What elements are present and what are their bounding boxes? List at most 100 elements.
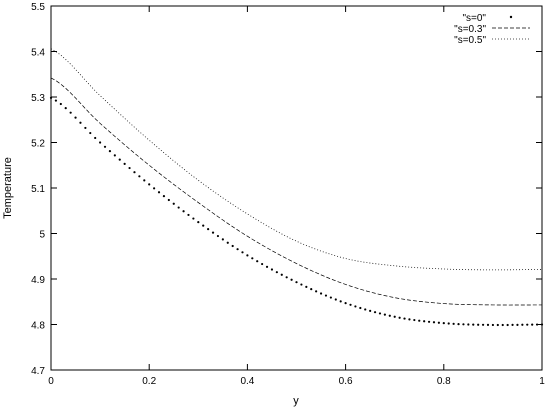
y-tick-label: 4.9: [31, 275, 45, 286]
series-point: [236, 248, 239, 251]
series-point: [393, 315, 396, 318]
series-point: [388, 314, 391, 317]
series-point: [329, 296, 332, 299]
x-tick-label: 1: [539, 376, 545, 387]
series-point: [64, 107, 67, 110]
series-point: [496, 323, 499, 327]
series-point: [49, 96, 53, 100]
y-tick-label: 5.2: [31, 139, 45, 150]
series-point: [162, 195, 166, 198]
y-tick-label: 5: [39, 230, 45, 241]
series-point: [79, 121, 82, 124]
series-point: [511, 323, 514, 327]
legend-label: "s=0.3": [454, 24, 486, 35]
legend-label: "s=0.5": [454, 35, 486, 46]
series-point: [74, 116, 77, 119]
legend: "s=0""s=0.3""s=0.5": [454, 13, 530, 46]
x-tick-label: 0.2: [142, 376, 156, 387]
series-point: [531, 323, 534, 326]
series-point: [413, 318, 416, 322]
series-point: [526, 323, 529, 326]
series-point: [290, 278, 293, 281]
ticks: 4.7 4.8 4.9 5 5.1 5.2 5.3 5.4 5.5 0 0.2 0.4 0.6 0.8 1: [31, 2, 545, 387]
series-point: [231, 244, 234, 248]
y-tick-label: 4.7: [31, 366, 45, 377]
series-point: [432, 321, 436, 324]
series-point: [408, 318, 411, 321]
series-point: [462, 323, 465, 326]
series-point: [197, 221, 200, 224]
series-point: [452, 322, 455, 325]
series-point: [207, 228, 210, 231]
x-tick-label: 0.8: [437, 376, 451, 387]
series-point: [373, 311, 377, 314]
series-point: [315, 290, 318, 293]
series-layer: [49, 48, 544, 327]
plot-frame: [50, 5, 543, 371]
series-point: [153, 187, 156, 190]
series-point: [261, 262, 264, 266]
series-point: [202, 224, 205, 227]
series-point: [354, 305, 357, 308]
series-point: [172, 202, 175, 205]
series-point: [339, 300, 342, 303]
series-point: [437, 321, 440, 324]
y-tick-label: 5.4: [31, 48, 45, 59]
series-point: [535, 323, 539, 326]
series-point: [270, 268, 274, 271]
series-point: [319, 292, 323, 295]
series-point: [521, 323, 524, 326]
series-point: [472, 323, 475, 326]
series-point: [349, 303, 352, 306]
series-point: [187, 213, 190, 217]
series-point: [359, 306, 362, 310]
series-point: [491, 323, 494, 327]
series-point: [157, 191, 161, 194]
series-point: [403, 317, 406, 320]
series-point: [123, 162, 126, 165]
series-point: [226, 241, 229, 244]
series-point: [113, 154, 116, 157]
series-point: [118, 158, 121, 161]
series-point: [216, 234, 220, 238]
series-point: [427, 320, 431, 323]
legend-label: "s=0": [462, 13, 486, 24]
series-point: [506, 323, 509, 327]
series-point: [285, 276, 288, 279]
series-point: [138, 175, 141, 178]
series-point: [99, 141, 102, 144]
series-point: [182, 210, 185, 213]
series-point: [334, 298, 337, 301]
series-point: [133, 171, 136, 174]
series-point: [192, 217, 195, 220]
series-point: [300, 283, 303, 286]
series-point: [69, 111, 72, 114]
series-point: [442, 322, 445, 325]
series-point: [378, 312, 382, 315]
series-point: [54, 99, 58, 102]
x-tick-label: 0.4: [240, 376, 254, 387]
series-point: [423, 320, 426, 323]
series-point: [148, 183, 151, 186]
series-point: [280, 273, 283, 276]
series-point: [108, 150, 112, 153]
series-point: [89, 131, 92, 135]
series-point: [486, 323, 490, 326]
series-point: [383, 313, 386, 316]
series-point: [516, 323, 519, 326]
series-point: [364, 308, 367, 311]
legend-swatch: [509, 15, 513, 19]
series-point: [143, 179, 146, 182]
series-point: [418, 319, 421, 322]
series-point: [467, 323, 470, 326]
series-point: [398, 316, 401, 319]
series-point: [295, 281, 298, 284]
series-point: [310, 288, 313, 291]
series-point: [275, 271, 278, 274]
series-point: [457, 322, 460, 326]
x-tick-label: 0.6: [339, 376, 353, 387]
y-tick-label: 5.5: [31, 2, 45, 13]
series-point: [324, 294, 328, 297]
series-point: [221, 238, 224, 241]
